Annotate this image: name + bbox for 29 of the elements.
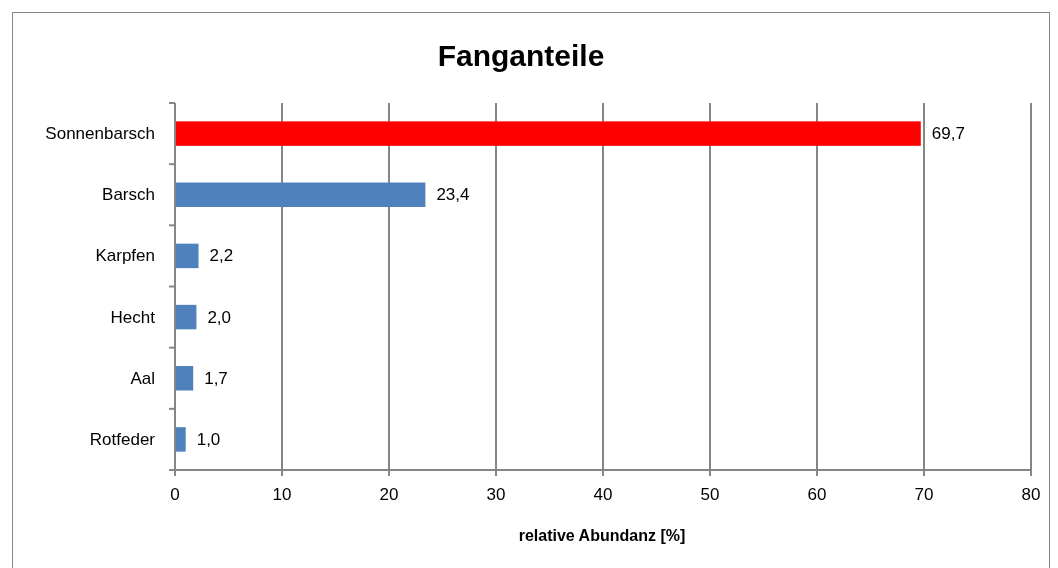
x-tick-label: 80: [1021, 485, 1041, 504]
y-tick-label: Barsch: [102, 185, 155, 205]
x-tick-label: 0: [170, 485, 180, 504]
x-tick-label: 50: [700, 485, 720, 504]
x-tick-label: 20: [379, 485, 399, 504]
data-label: 23,4: [436, 185, 470, 205]
x-axis-title: relative Abundanz [%]: [518, 526, 686, 544]
y-tick-label: Aal: [130, 368, 155, 388]
y-tick-label: Rotfeder: [89, 429, 156, 449]
data-label: 69,7: [931, 124, 965, 144]
x-tick-label: 60: [807, 485, 827, 504]
bar: [175, 304, 197, 330]
data-label: 1,7: [204, 368, 228, 388]
x-tick-label: 70: [914, 485, 934, 504]
data-label: 2,0: [207, 307, 232, 327]
data-label: 1,0: [196, 429, 221, 449]
data-label: 2,2: [209, 246, 234, 266]
y-tick-label: Hecht: [110, 307, 156, 327]
bar: [175, 121, 921, 146]
y-tick-label: Karpfen: [95, 246, 155, 266]
bar: [175, 243, 199, 269]
x-tick-label: 10: [272, 485, 292, 504]
x-tick-label: 30: [486, 485, 506, 504]
bar: [175, 366, 194, 391]
bar: [175, 182, 426, 207]
chart-title: Fanganteile: [437, 38, 605, 72]
bar: [175, 427, 186, 452]
x-tick-label: 40: [593, 485, 613, 504]
y-tick-label: Sonnenbarsch: [45, 124, 155, 144]
